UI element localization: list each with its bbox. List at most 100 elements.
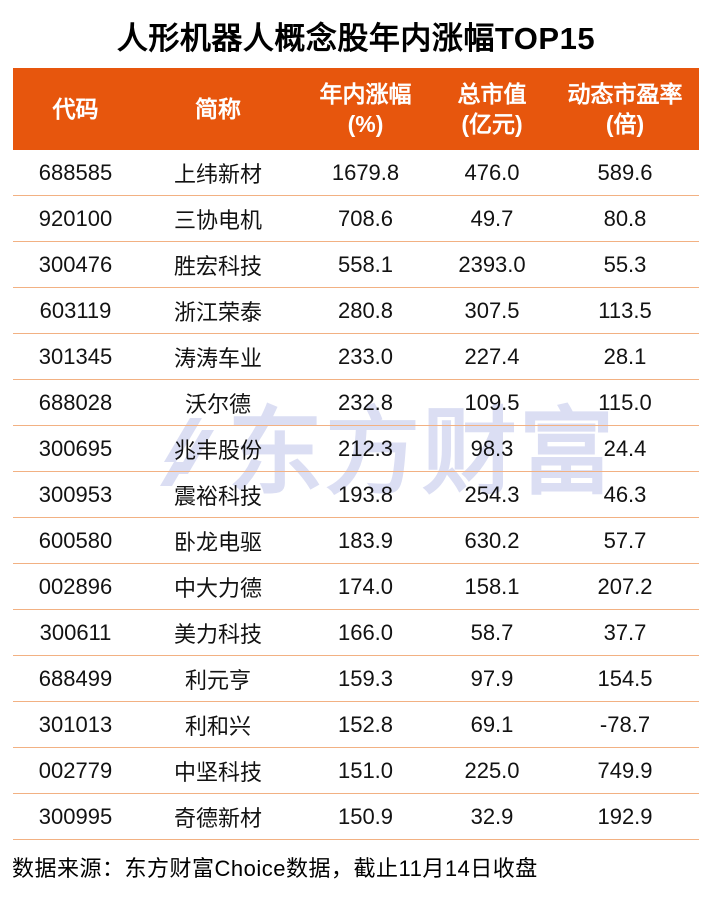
table-row: 603119 浙江荣泰 280.8 307.5 113.5 (13, 287, 699, 334)
stock-name-cell: 奇德新材 (138, 793, 298, 840)
stock-code-cell: 002896 (13, 563, 138, 610)
stocks-table-container: 代码 简称 年内涨幅 (%) 总市值 (亿元) 动态市盈率 (倍) 688585 上纬新材 167… (13, 68, 699, 840)
pe-ratio-cell: 589.6 (551, 150, 699, 196)
pe-ratio-cell: 154.5 (551, 655, 699, 702)
ytd-change-cell: 232.8 (298, 379, 433, 426)
stock-code-cell: 300695 (13, 425, 138, 472)
column-header-unit: (亿元) (461, 111, 523, 137)
column-header-4: 动态市盈率 (倍) (551, 68, 699, 150)
market-cap-cell: 307.5 (433, 287, 551, 334)
market-cap-cell: 476.0 (433, 150, 551, 196)
ytd-change-cell: 280.8 (298, 287, 433, 334)
ytd-change-cell: 193.8 (298, 471, 433, 518)
table-row: 300995 奇德新材 150.9 32.9 192.9 (13, 793, 699, 840)
stocks-table: 代码 简称 年内涨幅 (%) 总市值 (亿元) 动态市盈率 (倍) 688585 上纬新材 167… (13, 68, 699, 840)
stock-code-cell: 688028 (13, 379, 138, 426)
column-header-3: 总市值 (亿元) (433, 68, 551, 150)
market-cap-cell: 2393.0 (433, 241, 551, 288)
table-header: 代码 简称 年内涨幅 (%) 总市值 (亿元) 动态市盈率 (倍) (13, 68, 699, 150)
stock-name-cell: 浙江荣泰 (138, 287, 298, 334)
stock-code-cell: 600580 (13, 517, 138, 564)
column-header-0: 代码 (13, 68, 138, 150)
table-row: 300695 兆丰股份 212.3 98.3 24.4 (13, 425, 699, 472)
stock-name-cell: 美力科技 (138, 609, 298, 656)
table-row: 300611 美力科技 166.0 58.7 37.7 (13, 609, 699, 656)
stock-name-cell: 兆丰股份 (138, 425, 298, 472)
stock-code-cell: 300995 (13, 793, 138, 840)
ytd-change-cell: 212.3 (298, 425, 433, 472)
column-header-1: 简称 (138, 68, 298, 150)
stock-name-cell: 利和兴 (138, 701, 298, 748)
stock-code-cell: 300953 (13, 471, 138, 518)
stock-code-cell: 301013 (13, 701, 138, 748)
table-row: 300476 胜宏科技 558.1 2393.0 55.3 (13, 241, 699, 288)
pe-ratio-cell: 57.7 (551, 517, 699, 564)
stock-name-cell: 中大力德 (138, 563, 298, 610)
table-row: 600580 卧龙电驱 183.9 630.2 57.7 (13, 517, 699, 564)
stock-name-cell: 三协电机 (138, 195, 298, 242)
stock-code-cell: 688499 (13, 655, 138, 702)
table-body: 688585 上纬新材 1679.8 476.0 589.6 920100 三协电机 708.… (13, 150, 699, 840)
pe-ratio-cell: 115.0 (551, 379, 699, 426)
table-row: 002779 中坚科技 151.0 225.0 749.9 (13, 747, 699, 794)
pe-ratio-cell: 80.8 (551, 195, 699, 242)
stock-code-cell: 300611 (13, 609, 138, 656)
pe-ratio-cell: 28.1 (551, 333, 699, 380)
stock-code-cell: 300476 (13, 241, 138, 288)
stock-code-cell: 603119 (13, 287, 138, 334)
header-row: 代码 简称 年内涨幅 (%) 总市值 (亿元) 动态市盈率 (倍) (13, 68, 699, 150)
stock-name-cell: 卧龙电驱 (138, 517, 298, 564)
table-row: 688585 上纬新材 1679.8 476.0 589.6 (13, 150, 699, 196)
market-cap-cell: 254.3 (433, 471, 551, 518)
table-row: 920100 三协电机 708.6 49.7 80.8 (13, 195, 699, 242)
market-cap-cell: 225.0 (433, 747, 551, 794)
market-cap-cell: 227.4 (433, 333, 551, 380)
pe-ratio-cell: 192.9 (551, 793, 699, 840)
pe-ratio-cell: 113.5 (551, 287, 699, 334)
ytd-change-cell: 150.9 (298, 793, 433, 840)
pe-ratio-cell: 24.4 (551, 425, 699, 472)
stock-name-cell: 上纬新材 (138, 150, 298, 196)
table-row: 301013 利和兴 152.8 69.1 -78.7 (13, 701, 699, 748)
pe-ratio-cell: 207.2 (551, 563, 699, 610)
ytd-change-cell: 233.0 (298, 333, 433, 380)
market-cap-cell: 630.2 (433, 517, 551, 564)
column-header-label: 代码 (52, 96, 99, 122)
stock-code-cell: 688585 (13, 150, 138, 196)
market-cap-cell: 109.5 (433, 379, 551, 426)
column-header-unit: (%) (347, 111, 384, 137)
table-row: 301345 涛涛车业 233.0 227.4 28.1 (13, 333, 699, 380)
page-title: 人形机器人概念股年内涨幅TOP15 (116, 21, 596, 56)
column-header-label: 简称 (195, 96, 241, 122)
ytd-change-cell: 183.9 (298, 517, 433, 564)
stock-name-cell: 中坚科技 (138, 747, 298, 794)
market-cap-cell: 97.9 (433, 655, 551, 702)
pe-ratio-cell: 46.3 (551, 471, 699, 518)
stock-name-cell: 利元亨 (138, 655, 298, 702)
ytd-change-cell: 1679.8 (298, 150, 433, 196)
stock-code-cell: 002779 (13, 747, 138, 794)
market-cap-cell: 69.1 (433, 701, 551, 748)
ytd-change-cell: 152.8 (298, 701, 433, 748)
data-source-note: 数据来源：东方财富Choice数据，截止11月14日收盘 (12, 856, 538, 881)
ytd-change-cell: 159.3 (298, 655, 433, 702)
market-cap-cell: 98.3 (433, 425, 551, 472)
ytd-change-cell: 708.6 (298, 195, 433, 242)
table-row: 688499 利元亨 159.3 97.9 154.5 (13, 655, 699, 702)
stock-name-cell: 震裕科技 (138, 471, 298, 518)
ytd-change-cell: 174.0 (298, 563, 433, 610)
stock-name-cell: 沃尔德 (138, 379, 298, 426)
pe-ratio-cell: -78.7 (551, 701, 699, 748)
table-row: 688028 沃尔德 232.8 109.5 115.0 (13, 379, 699, 426)
pe-ratio-cell: 749.9 (551, 747, 699, 794)
stock-name-cell: 涛涛车业 (138, 333, 298, 380)
market-cap-cell: 49.7 (433, 195, 551, 242)
market-cap-cell: 58.7 (433, 609, 551, 656)
market-cap-cell: 158.1 (433, 563, 551, 610)
ytd-change-cell: 558.1 (298, 241, 433, 288)
column-header-2: 年内涨幅 (%) (298, 68, 433, 150)
pe-ratio-cell: 55.3 (551, 241, 699, 288)
column-header-label: 年内涨幅 (319, 81, 412, 107)
column-header-label: 动态市盈率 (567, 81, 683, 107)
column-header-label: 总市值 (457, 81, 527, 107)
